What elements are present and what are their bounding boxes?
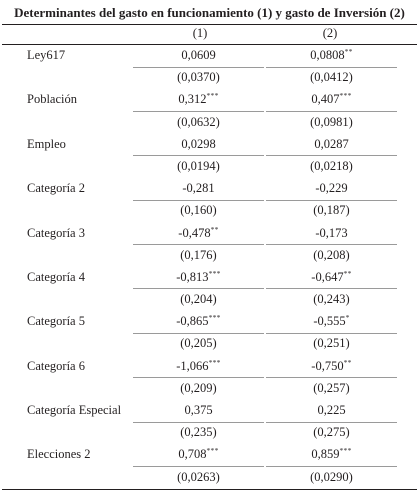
table-row: Población 0,312*** 0,407***	[0, 89, 419, 112]
top-rule	[2, 24, 417, 25]
std-error-col1: (0,0632)	[177, 114, 220, 129]
significance-stars: ***	[206, 446, 219, 456]
variable-label: Elecciones 2	[27, 447, 91, 462]
coefficient-col1: -0,865***	[133, 311, 264, 334]
coefficient-col1: 0,708***	[133, 444, 264, 467]
std-error-col2: (0,0290)	[310, 469, 353, 484]
std-error-col1: (0,204)	[180, 292, 217, 307]
table-row: Categoría Especial 0,375 0,225	[0, 400, 419, 423]
variable-label: Categoría 4	[27, 269, 85, 284]
table-row: (0,0194) (0,0218)	[0, 156, 419, 178]
variable-label: Categoría 6	[27, 358, 85, 373]
significance-stars: **	[343, 268, 352, 278]
std-error-col1: (0,209)	[180, 380, 217, 395]
std-error-col1: (0,0263)	[177, 469, 220, 484]
variable-label: Ley617	[27, 48, 66, 62]
bottom-rule	[2, 489, 417, 490]
coefficient-col2: 0,0808**	[266, 45, 397, 68]
coefficient-col2: 0,225	[266, 400, 397, 423]
table-row: Categoría 2 -0,281 -0,229	[0, 178, 419, 201]
variable-label: Categoría 5	[27, 314, 85, 329]
coefficient-col2: 0,859***	[266, 444, 397, 467]
table-row: Categoría 5 -0,865*** -0,555*	[0, 311, 419, 334]
column-header-2: (2)	[322, 26, 338, 40]
table-row: (0,0263) (0,0290)	[0, 467, 419, 489]
std-error-col2: (0,0218)	[310, 158, 353, 173]
significance-stars: *	[345, 313, 350, 323]
table-row: (0,235) (0,275)	[0, 422, 419, 444]
coefficient-col1: -0,281	[133, 178, 264, 201]
variable-label: Población	[27, 92, 77, 107]
coefficient-col1: 0,0609	[133, 45, 264, 68]
coefficient-col1: -0,478**	[133, 223, 264, 246]
coefficient-col1: -1,066***	[133, 356, 264, 379]
table-row: (0,0370) (0,0412)	[0, 67, 419, 89]
std-error-col2: (0,208)	[313, 247, 350, 262]
std-error-col1: (0,176)	[180, 247, 217, 262]
significance-stars: ***	[339, 91, 352, 101]
table-row: (0,160) (0,187)	[0, 200, 419, 222]
header-rule	[2, 44, 417, 45]
significance-stars: ***	[208, 357, 221, 367]
variable-label: Empleo	[27, 136, 66, 151]
std-error-col1: (0,205)	[180, 336, 217, 351]
table-row: Empleo 0,0298 0,0287	[0, 134, 419, 157]
coefficient-col1: -0,813***	[133, 267, 264, 290]
coefficient-col2: -0,555*	[266, 311, 397, 334]
variable-label: Categoría 3	[27, 225, 85, 240]
std-error-col2: (0,251)	[313, 336, 350, 351]
coefficient-col2: -0,750**	[266, 356, 397, 379]
std-error-col2: (0,275)	[313, 425, 350, 440]
table-row: (0,209) (0,257)	[0, 378, 419, 400]
std-error-col1: (0,0194)	[177, 158, 220, 173]
std-error-col2: (0,187)	[313, 203, 350, 218]
table-body: Ley617 0,0609 0,0808** (0,0370) (0,0412) Pobl…	[0, 45, 419, 489]
table-row: Categoría 6 -1,066*** -0,750**	[0, 356, 419, 379]
std-error-col2: (0,257)	[313, 380, 350, 395]
coefficient-col1: 0,0298	[133, 134, 264, 157]
coefficient-col2: 0,0287	[266, 134, 397, 157]
column-header-1: (1)	[192, 26, 208, 40]
std-error-col2: (0,0412)	[310, 70, 353, 85]
significance-stars: **	[344, 47, 353, 56]
table-title: Determinantes del gasto en funcionamient…	[14, 5, 405, 20]
table-row: (0,205) (0,251)	[0, 333, 419, 355]
coefficient-col1: 0,312***	[133, 89, 264, 112]
table-row: (0,0632) (0,0981)	[0, 112, 419, 134]
coefficient-col2: -0,647**	[266, 267, 397, 290]
coefficient-col2: -0,229	[266, 178, 397, 201]
table-row: Categoría 4 -0,813*** -0,647**	[0, 267, 419, 290]
coefficient-col2: 0,407***	[266, 89, 397, 112]
variable-label: Categoría 2	[27, 181, 85, 196]
variable-label: Categoría Especial	[27, 403, 122, 417]
std-error-col2: (0,243)	[313, 292, 350, 307]
std-error-col2: (0,0981)	[310, 114, 353, 129]
std-error-col1: (0,235)	[180, 425, 217, 440]
coefficient-col1: 0,375	[133, 400, 264, 423]
significance-stars: **	[343, 357, 352, 367]
significance-stars: ***	[206, 91, 219, 101]
std-error-col1: (0,0370)	[177, 70, 220, 85]
significance-stars: **	[210, 224, 219, 234]
std-error-col1: (0,160)	[180, 203, 217, 218]
table-row: (0,204) (0,243)	[0, 289, 419, 311]
significance-stars: ***	[208, 268, 221, 278]
table-row: Ley617 0,0609 0,0808**	[0, 45, 419, 68]
significance-stars: ***	[208, 313, 221, 323]
table-row: (0,176) (0,208)	[0, 245, 419, 267]
table-row: Elecciones 2 0,708*** 0,859***	[0, 444, 419, 467]
coefficient-col2: -0,173	[266, 223, 397, 246]
table-row: Categoría 3 -0,478** -0,173	[0, 223, 419, 246]
significance-stars: ***	[339, 446, 352, 456]
